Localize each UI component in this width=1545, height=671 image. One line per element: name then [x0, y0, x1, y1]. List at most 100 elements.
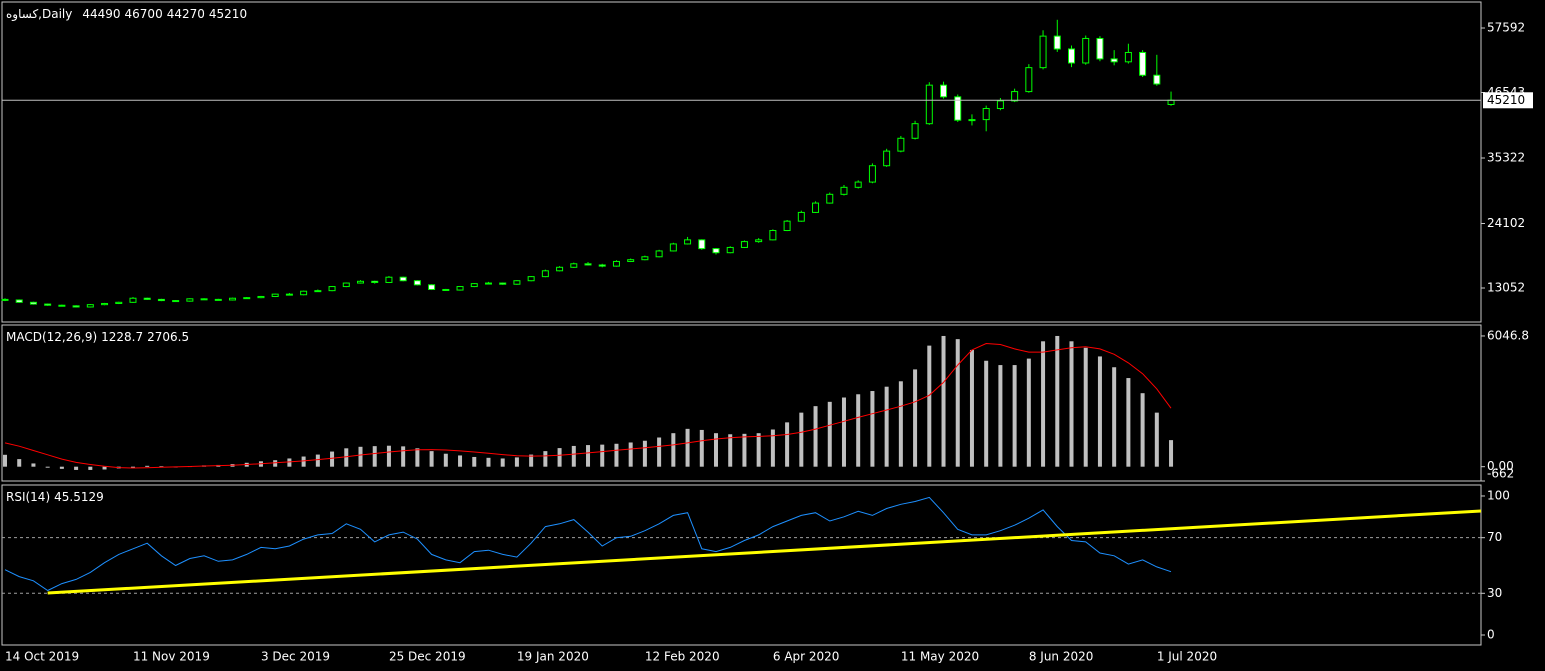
candle-body [285, 293, 293, 296]
candle-body [1153, 74, 1161, 85]
candle-body [541, 270, 549, 278]
macd-bar [301, 456, 306, 467]
macd-bar [856, 394, 861, 467]
candle-body [1011, 91, 1019, 102]
candle-body [470, 283, 478, 288]
candle-body [854, 181, 862, 188]
y-tick-label: 35322 [1487, 151, 1525, 165]
macd-bar [813, 406, 818, 467]
macd-bar [3, 454, 7, 467]
candle-body [29, 301, 37, 305]
macd-bar [472, 456, 477, 467]
macd-bar [827, 401, 832, 467]
y-tick-label: 57592 [1487, 21, 1525, 35]
x-tick-label: 3 Dec 2019 [261, 650, 330, 664]
candle-body [371, 280, 379, 283]
x-tick-label: 19 Jan 2020 [517, 650, 589, 664]
macd-bar [429, 451, 434, 467]
macd-bar [500, 458, 505, 467]
macd-bar [486, 457, 491, 467]
rsi-line [4, 496, 1172, 592]
macd-bar [401, 446, 406, 467]
candle-body [413, 280, 421, 286]
y-tick-label: 0.00 [1487, 459, 1514, 473]
macd-bar [102, 466, 107, 470]
ohlc-high: 46700 [125, 7, 163, 21]
macd-bar [728, 434, 733, 467]
candle-body [1082, 37, 1090, 64]
candle-body [314, 290, 322, 293]
candle-body [1110, 58, 1118, 63]
candle-body [44, 303, 52, 306]
candle-body [271, 293, 279, 297]
candle-body [812, 202, 820, 213]
x-tick-label: 11 May 2020 [901, 650, 979, 664]
main-panel [1, 1, 1482, 323]
candle-body [115, 301, 123, 304]
macd-panel [1, 324, 1482, 482]
candle-body [86, 304, 94, 308]
macd-bar [1154, 412, 1159, 467]
candle-body [58, 304, 66, 307]
macd-bar [628, 442, 633, 467]
macd-bar [685, 428, 690, 467]
candle-body [826, 193, 834, 204]
candle-body [641, 256, 649, 261]
x-tick-label: 14 Oct 2019 [5, 650, 79, 664]
candle-body [797, 211, 805, 222]
macd-bar [571, 445, 576, 467]
macd-bar [358, 446, 363, 467]
candle-body [442, 288, 450, 291]
x-tick-label: 25 Dec 2019 [389, 650, 466, 664]
candle-body [229, 297, 237, 301]
candle-body [940, 84, 948, 98]
candle-body [627, 259, 635, 262]
x-tick-label: 1 Jul 2020 [1157, 650, 1217, 664]
macd-bar [1055, 335, 1060, 467]
ohlc-open: 44490 [82, 7, 120, 21]
macd-bar [330, 451, 335, 467]
candle-body [257, 295, 265, 299]
macd-bar [657, 437, 662, 467]
macd-bar [699, 429, 704, 467]
x-tick-label: 11 Nov 2019 [133, 650, 210, 664]
candle-body [868, 165, 876, 183]
candle-body [556, 266, 564, 272]
candle-body [357, 280, 364, 284]
candle-body [200, 298, 208, 301]
macd-bar [742, 433, 747, 467]
macd-bar [1169, 440, 1174, 467]
y-tick-label: 30 [1487, 586, 1502, 600]
y-tick-label: 100 [1487, 488, 1510, 502]
macd-bar [529, 454, 534, 467]
candle-body [101, 302, 109, 306]
rsi-value: 45.5129 [54, 490, 104, 504]
candle-body [911, 123, 919, 139]
macd-bar [927, 345, 932, 467]
candle-body [612, 260, 620, 267]
macd-bar [770, 429, 775, 467]
candle-body [598, 264, 606, 267]
macd-bar [145, 465, 150, 467]
candle-body [513, 280, 521, 285]
signal-line [4, 342, 1172, 469]
candle-body [527, 276, 535, 282]
candle-body [769, 230, 777, 241]
candle-body [1025, 67, 1033, 93]
macd-bar [1026, 358, 1031, 467]
candle-body [584, 263, 592, 266]
candle-body [342, 282, 350, 288]
candle-body [186, 298, 194, 302]
macd-bar [315, 454, 320, 467]
macd-bar [386, 445, 391, 467]
candle-body [15, 299, 23, 303]
candle-body [840, 186, 848, 195]
macd-bar [1083, 347, 1088, 467]
candle-body [783, 220, 791, 232]
macd-bar [600, 444, 605, 467]
candle-body [129, 297, 137, 303]
candle-body [698, 239, 706, 250]
candle-body [428, 284, 436, 290]
candle-body [300, 290, 308, 296]
